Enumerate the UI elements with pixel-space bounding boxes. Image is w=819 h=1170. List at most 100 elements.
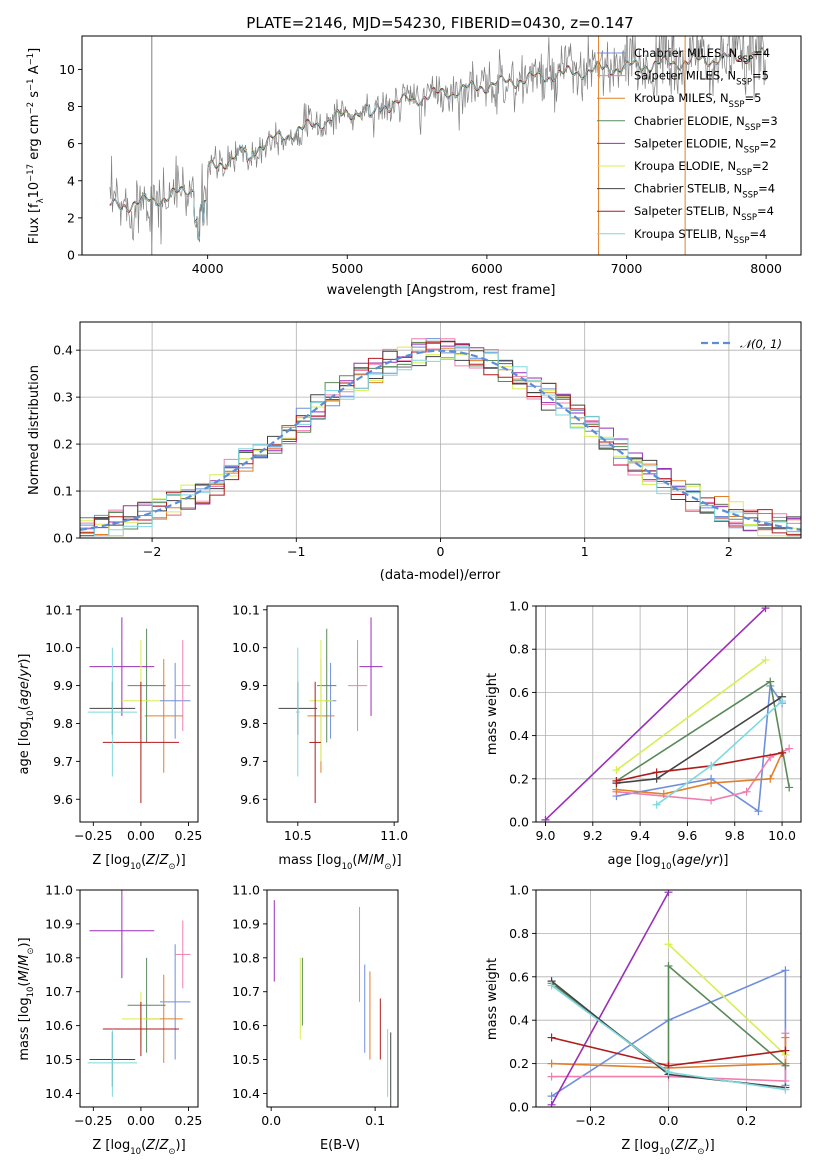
spectrum-ylabel-part: −17 bbox=[26, 164, 36, 182]
z-age-ytick-label: 9.9 bbox=[53, 678, 73, 693]
age-weight-series-marker bbox=[612, 766, 621, 775]
age-weight-series-line bbox=[544, 607, 767, 821]
z-weight-xlabel-part: Z [log bbox=[621, 1138, 659, 1153]
z-age-xlabel-part: Z bbox=[158, 853, 169, 868]
spectrum-ylabel-part: −1 bbox=[26, 53, 36, 66]
spectrum-legend-entry-part: SSP bbox=[742, 191, 758, 201]
residuals-ylabel: Normed distribution bbox=[27, 365, 42, 495]
age-weight-series-marker bbox=[652, 768, 661, 777]
spectrum-ytick-label: 10 bbox=[59, 62, 75, 77]
age-weight-series-line bbox=[616, 752, 783, 782]
z-weight-xlabel-part: Z bbox=[674, 1138, 685, 1153]
z-weight-series-marker bbox=[547, 1059, 556, 1068]
age-weight-ytick-label: 0.8 bbox=[509, 642, 529, 657]
residuals-hist-salpeter-stelib bbox=[80, 341, 801, 538]
z-age-xlabel-part: )] bbox=[176, 853, 186, 868]
residuals-ytick-label: 0.1 bbox=[53, 484, 73, 499]
spectrum-legend-entry-part: Salpeter MILES, N bbox=[634, 69, 736, 83]
spectrum-ylabel-part: Flux [f bbox=[27, 203, 42, 244]
age-weight-xtick-label: 9.0 bbox=[536, 828, 556, 843]
z-weight: −0.2 0.0 0.20.00.20.40.60.81.0Z [log10(Z/Z… bbox=[485, 883, 802, 1157]
spectrum-legend-entry-part: =4 bbox=[749, 227, 766, 241]
spectrum-legend-entry-part: =4 bbox=[753, 46, 770, 60]
residuals-xtick-label: −1 bbox=[287, 544, 305, 559]
age-weight-series-marker bbox=[766, 677, 775, 686]
spectrum-legend-entry: Salpeter MILES, NSSP=5 bbox=[634, 69, 769, 88]
residuals-ytick-label: 0.4 bbox=[53, 343, 73, 358]
age-weight-xtick-label: 9.4 bbox=[630, 828, 650, 843]
z-age-ytick-label: 10.1 bbox=[45, 602, 73, 617]
residuals-ytick-label: 0.2 bbox=[53, 437, 73, 452]
z-weight-ytick-label: 0.6 bbox=[509, 969, 529, 984]
residuals-xtick-label: 1 bbox=[581, 544, 589, 559]
ebv-mass-xlabel: E(B-V) bbox=[320, 1138, 360, 1153]
mass-age-xlabel-part: ( bbox=[352, 853, 357, 868]
z-weight-xlabel-part: ⊙ bbox=[697, 1147, 704, 1157]
spectrum-legend-entry-part: =4 bbox=[758, 182, 775, 196]
spectrum-legend-entry-part: Salpeter STELIB, N bbox=[634, 204, 741, 218]
age-weight-series-marker bbox=[778, 697, 787, 706]
age-weight-series-marker bbox=[785, 744, 794, 753]
z-weight-series-marker bbox=[781, 1085, 790, 1094]
spectrum-legend-entry-part: SSP bbox=[741, 213, 757, 223]
z-weight-series-marker bbox=[547, 1033, 556, 1042]
spectrum-legend-entry-part: SSP bbox=[745, 123, 761, 133]
spectrum-ytick-label: 8 bbox=[67, 99, 75, 114]
z-weight-series-marker bbox=[547, 1072, 556, 1081]
z-weight-ylabel: mass weight bbox=[485, 958, 500, 1040]
residuals-xtick-label: −2 bbox=[143, 544, 161, 559]
age-weight-series-marker bbox=[754, 807, 763, 816]
spectrum-ytick-label: 0 bbox=[67, 248, 75, 263]
mass-age-xlabel: mass [log10(M/M⊙)] bbox=[278, 853, 401, 872]
spectrum-ytick-label: 4 bbox=[67, 173, 75, 188]
spectrum: 4000 5000 6000 7000 8000 0 2 4 6 8 10 wavelength [A… bbox=[26, 35, 802, 298]
spectrum-frame bbox=[81, 35, 802, 256]
z-weight-ytick-label: 1.0 bbox=[509, 883, 529, 898]
spectrum-ytick-label: 2 bbox=[67, 210, 75, 225]
z-weight-ytick-label: 0.0 bbox=[509, 1100, 529, 1115]
residuals-ytick-label: 0.3 bbox=[53, 390, 73, 405]
residuals-ytick-label: 0.0 bbox=[53, 531, 73, 546]
residuals-xtick-label: 2 bbox=[725, 544, 733, 559]
z-age-xtick-label: 0.00 bbox=[127, 828, 155, 843]
ebv-mass-ytick-label: 10.4 bbox=[232, 1086, 260, 1101]
age-weight-plot-area bbox=[536, 606, 801, 822]
z-mass-ytick-label: 10.4 bbox=[45, 1086, 73, 1101]
spectrum-legend-entry-part: =5 bbox=[752, 69, 769, 83]
age-weight: 9.0 9.2 9.4 9.6 9.8 10.0 0.0 0.2 0.4 0.6 0.8 1.0 age… bbox=[485, 599, 802, 872]
mass-age-xlabel-part: mass [log bbox=[278, 853, 341, 868]
z-age-xlabel-part: ⊙ bbox=[168, 862, 175, 872]
z-weight-plot-area bbox=[536, 890, 801, 1107]
z-mass-xlabel-part: 10 bbox=[130, 1147, 141, 1157]
spectrum-xtick-label: 6000 bbox=[471, 261, 503, 276]
age-weight-xlabel-part: / bbox=[701, 853, 706, 868]
ebv-mass-ytick-label: 11.0 bbox=[232, 883, 260, 898]
z-weight-ytick-label: 0.2 bbox=[509, 1056, 529, 1071]
age-weight-series-marker bbox=[785, 783, 794, 792]
z-weight-series-marker bbox=[664, 890, 673, 897]
z-mass-xlabel-part: Z bbox=[145, 1138, 156, 1153]
z-mass-ylabel-part: mass [log bbox=[17, 997, 32, 1060]
age-weight-ytick-label: 0.6 bbox=[509, 685, 529, 700]
ebv-mass-ytick-label: 10.8 bbox=[232, 950, 260, 965]
z-mass: −0.25 0.00 0.25 10.4 10.5 10.6 10.7 10.8 10.9 11.… bbox=[17, 883, 202, 1158]
z-weight-series-marker bbox=[664, 1068, 673, 1077]
z-age-xtick-label: 0.25 bbox=[175, 828, 203, 843]
age-weight-xlabel: age [log10(age/yr)] bbox=[608, 853, 729, 872]
z-weight-xlabel-part: Z bbox=[687, 1138, 698, 1153]
spectrum-legend-entry-part: Salpeter ELODIE, N bbox=[634, 136, 744, 150]
mass-age: 10.5 11.0 9.6 9.7 9.8 9.9 10.0 10.1 mass [log10(… bbox=[232, 602, 408, 872]
z-age-ylabel-part: / bbox=[17, 676, 32, 681]
ebv-mass-ytick-label: 10.9 bbox=[232, 916, 260, 931]
spectrum-plot-area bbox=[109, 36, 767, 255]
z-weight-xtick-label: 0.0 bbox=[659, 1113, 679, 1128]
z-mass-ylabel-part: )] bbox=[17, 937, 32, 947]
mass-age-xlabel-part: M bbox=[373, 853, 384, 868]
age-weight-series-marker bbox=[761, 656, 770, 664]
spectrum-xtick-label: 7000 bbox=[611, 261, 643, 276]
z-age-ytick-label: 9.6 bbox=[53, 792, 73, 807]
spectrum-legend-entry-part: SSP bbox=[729, 100, 745, 110]
z-weight-series-marker bbox=[781, 1061, 790, 1070]
z-age-xlabel-part: 10 bbox=[130, 862, 141, 872]
z-age-xlabel-part: Z [log bbox=[92, 853, 130, 868]
